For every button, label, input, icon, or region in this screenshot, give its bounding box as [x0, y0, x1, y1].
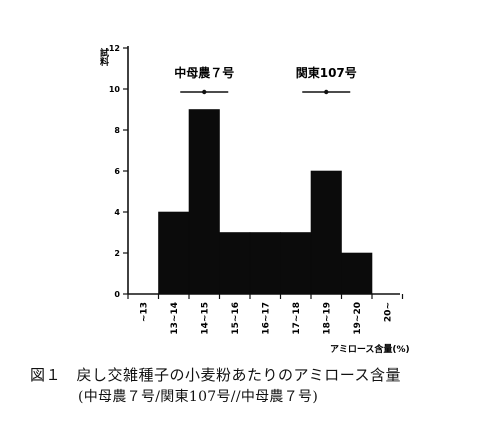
annotation-label: 関東107号: [296, 65, 357, 80]
x-tick-label: ~13: [139, 302, 149, 322]
x-tick-label: 17~18: [292, 302, 302, 335]
bar: [249, 232, 281, 295]
bar: [341, 252, 373, 295]
x-tick-label: 13~14: [170, 302, 180, 335]
x-axis-label: アミロース含量(%): [330, 343, 410, 355]
y-tick-label: 6: [114, 167, 120, 176]
annotation-marker-dot: [324, 89, 329, 95]
figure-caption-title: 図１ 戻し交雑種子の小麦粉あたりのアミロース含量: [30, 366, 401, 384]
x-tick-label: 18~19: [322, 302, 332, 335]
x-tick-label: 15~16: [231, 302, 241, 335]
annotation-marker-dot: [202, 89, 207, 95]
y-tick-label: 2: [114, 249, 120, 258]
figure-caption-subtitle: (中母農７号/関東107号//中母農７号): [78, 389, 319, 405]
y-axis-label: 試料: [98, 47, 109, 67]
x-tick-label: 14~15: [200, 302, 210, 335]
y-tick-label: 8: [114, 126, 120, 135]
y-tick-label: 12: [109, 44, 120, 53]
x-tick-label: 20~: [383, 302, 393, 322]
bar: [158, 211, 190, 295]
x-tick-label: 19~20: [353, 302, 363, 335]
annotation-label: 中母農７号: [174, 65, 234, 80]
y-tick-label: 10: [109, 85, 121, 94]
bar: [310, 170, 342, 295]
y-tick-label: 4: [114, 208, 120, 217]
bar: [188, 109, 220, 295]
bar: [219, 232, 251, 295]
bar: [280, 232, 312, 295]
x-tick-label: 16~17: [261, 302, 271, 335]
y-tick-label: 0: [114, 290, 120, 299]
